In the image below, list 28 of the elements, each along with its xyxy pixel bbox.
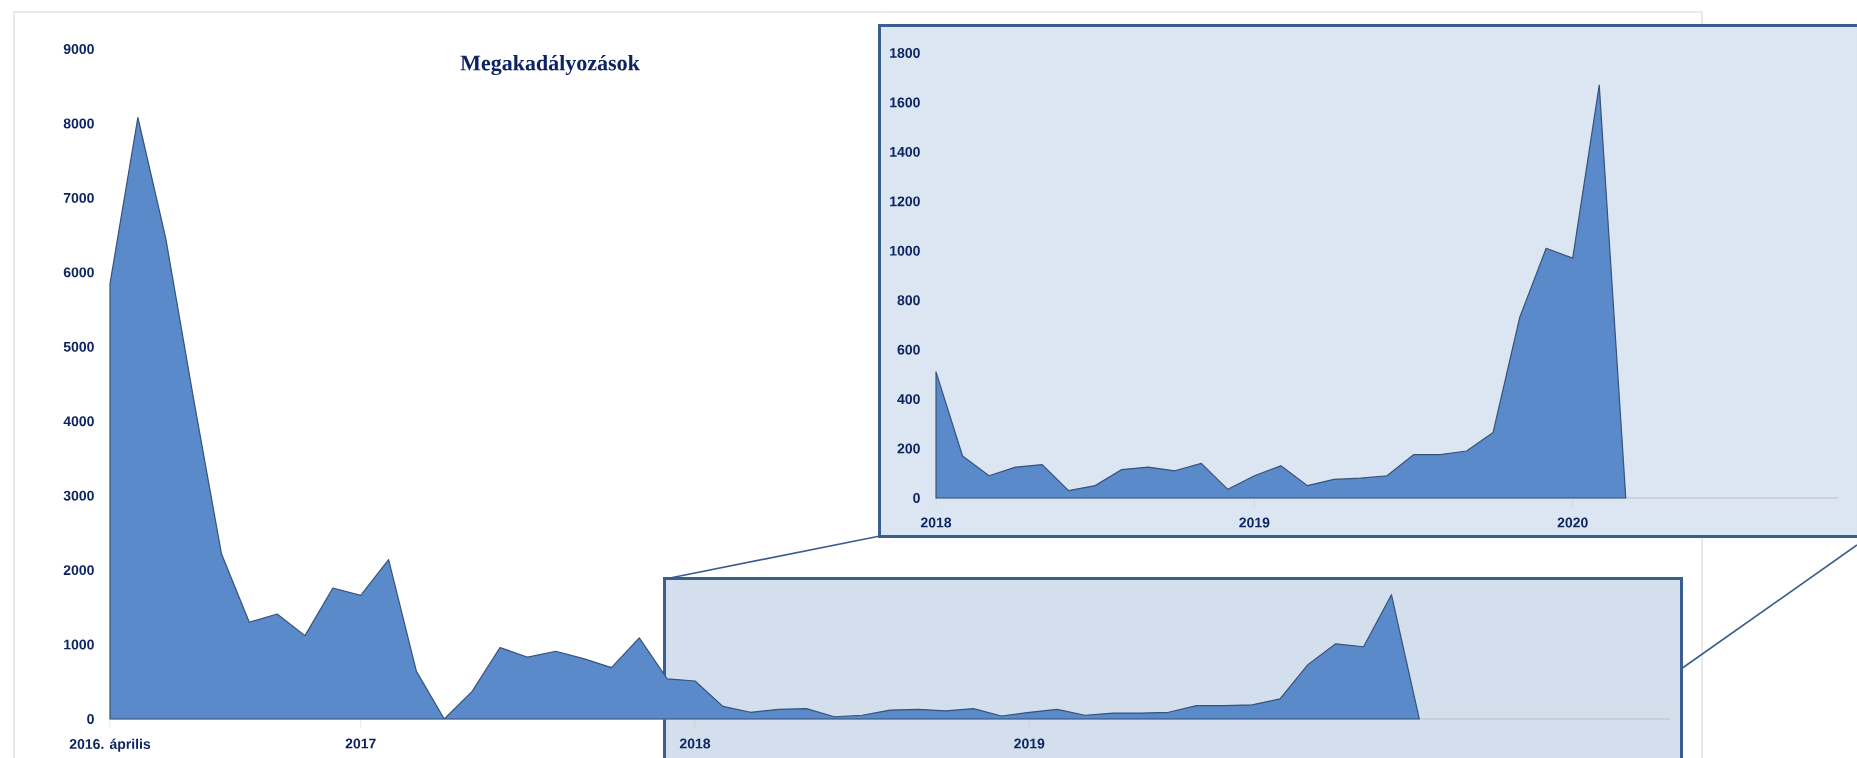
y-tick-label: 200 bbox=[897, 443, 920, 454]
chart-title: Megakadályozások bbox=[460, 54, 640, 76]
x-tick-label: 2020 bbox=[1557, 517, 1588, 528]
y-tick-label: 5000 bbox=[63, 341, 94, 352]
y-tick-label: 3000 bbox=[63, 490, 94, 501]
x-tick-label: 2018 bbox=[920, 517, 952, 528]
y-tick-label: 1000 bbox=[890, 245, 920, 256]
y-tick-label: 4000 bbox=[63, 416, 94, 427]
y-tick-label: 0 bbox=[87, 714, 94, 724]
y-tick-label: 1400 bbox=[890, 146, 920, 157]
y-tick-label: 8000 bbox=[63, 118, 94, 129]
y-tick-label: 1000 bbox=[64, 639, 94, 650]
y-tick-label: 1800 bbox=[890, 48, 920, 58]
x-tick-label: 2019 bbox=[1014, 738, 1045, 749]
y-tick-label: 1200 bbox=[890, 196, 920, 207]
y-tick-label: 7000 bbox=[63, 192, 94, 203]
y-tick-label: 1600 bbox=[890, 97, 920, 108]
y-tick-label: 0 bbox=[913, 493, 920, 503]
y-tick-label: 9000 bbox=[63, 44, 94, 54]
y-tick-label: 400 bbox=[897, 394, 920, 405]
x-tick-label: 2016. április bbox=[69, 738, 151, 752]
x-tick-label: 2018 bbox=[679, 738, 711, 749]
y-tick-label: 2000 bbox=[63, 565, 94, 576]
y-tick-label: 800 bbox=[897, 295, 920, 306]
y-tick-label: 6000 bbox=[63, 267, 94, 278]
x-tick-label: 2019 bbox=[1239, 517, 1270, 528]
y-tick-label: 600 bbox=[897, 344, 920, 355]
x-tick-label: 2017 bbox=[345, 738, 376, 749]
